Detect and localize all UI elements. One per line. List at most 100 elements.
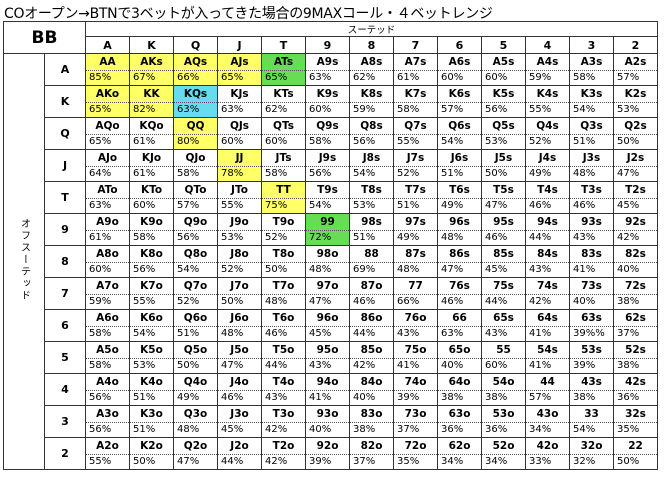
hand-label: A7o — [86, 278, 129, 295]
hand-cell: T7o 48% — [261, 277, 306, 310]
equity-percent: 54% — [353, 168, 376, 179]
hand-label: 84s — [526, 246, 569, 263]
hand-cell: KK 82% — [129, 85, 174, 118]
equity-percent: 48% — [397, 264, 420, 275]
hand-cell: T9o 52% — [261, 213, 306, 246]
equity-percent: 39% — [309, 456, 332, 467]
page-title: COオープン→BTNで3ベットが入ってきた場合の9MAXコール・４ベットレンジ — [4, 6, 493, 22]
equity-percent: 44% — [265, 360, 288, 371]
hand-label: K2s — [614, 86, 657, 103]
hand-label: K4o — [130, 374, 173, 391]
equity-percent: 67% — [130, 71, 173, 85]
hand-cell: 84o 40% — [349, 373, 394, 406]
column-header: 3 — [569, 36, 614, 54]
hand-cell: KQs 63% — [173, 85, 218, 118]
equity-percent: 53% — [133, 360, 156, 371]
hand-cell: Q9o 56% — [173, 213, 218, 246]
hand-cell: A9o 61% — [85, 213, 130, 246]
hand-label: KTo — [130, 182, 173, 199]
equity-percent: 51% — [177, 328, 200, 339]
equity-percent: 43% — [485, 328, 508, 339]
hand-cell: 88 69% — [349, 245, 394, 278]
equity-percent: 58% — [573, 72, 596, 83]
table-row: 2 A2o 55% K2o 50% Q2o 47% J2o 44% T2o 42% 92o 39% 82o… — [4, 437, 658, 470]
hand-cell: 82s 40% — [613, 245, 658, 278]
hand-cell: Q3s 51% — [569, 117, 614, 150]
equity-percent: 50% — [617, 456, 640, 467]
hand-label: A5o — [86, 342, 129, 359]
equity-percent: 60% — [485, 72, 508, 83]
equity-percent: 50% — [177, 360, 200, 371]
hand-label: A3s — [570, 54, 613, 71]
hand-label: 75s — [482, 278, 525, 295]
equity-percent: 50% — [133, 456, 156, 467]
row-header: Q — [44, 117, 86, 150]
row-header: 8 — [44, 245, 86, 278]
equity-percent: 39%% — [573, 328, 605, 339]
hand-cell: 62s 37% — [613, 309, 658, 342]
hand-label: 88 — [350, 246, 393, 263]
hand-label: QJo — [174, 150, 217, 167]
hand-label: KTs — [262, 86, 305, 103]
equity-percent: 63% — [221, 104, 244, 115]
equity-percent: 39% — [397, 392, 420, 403]
equity-percent: 34% — [485, 456, 508, 467]
column-header: Q — [173, 36, 218, 54]
equity-percent: 56% — [89, 392, 112, 403]
hand-label: 32s — [614, 406, 657, 423]
equity-percent: 37% — [397, 424, 420, 435]
equity-percent: 48% — [221, 328, 244, 339]
hand-cell: K2s 53% — [613, 85, 658, 118]
hand-cell: K6o 54% — [129, 309, 174, 342]
hand-cell: J9o 53% — [217, 213, 262, 246]
equity-percent: 54% — [133, 328, 156, 339]
hand-label: K9s — [306, 86, 349, 103]
equity-percent: 41% — [309, 392, 332, 403]
equity-percent: 60% — [441, 72, 464, 83]
hand-label: J9o — [218, 214, 261, 231]
equity-percent: 46% — [265, 328, 288, 339]
hand-cell: J4o 46% — [217, 373, 262, 406]
equity-percent: 80% — [174, 135, 217, 149]
equity-percent: 57% — [441, 104, 464, 115]
hand-label: 65s — [482, 310, 525, 327]
equity-percent: 53% — [485, 136, 508, 147]
hand-cell: K7o 55% — [129, 277, 174, 310]
corner-label: BB — [3, 21, 86, 54]
hand-cell: 99 72% — [305, 213, 350, 246]
equity-percent: 46% — [221, 392, 244, 403]
equity-percent: 61% — [133, 168, 156, 179]
hand-cell: AJs 65% — [217, 53, 262, 86]
hand-cell: 87s 48% — [393, 245, 438, 278]
equity-percent: 40% — [573, 296, 596, 307]
hand-label: Q7o — [174, 278, 217, 295]
hand-label: 54o — [482, 374, 525, 391]
column-header: 6 — [437, 36, 482, 54]
hand-label: Q6s — [438, 118, 481, 135]
equity-percent: 38% — [573, 392, 596, 403]
hand-cell: Q8o 54% — [173, 245, 218, 278]
equity-percent: 38% — [353, 424, 376, 435]
hand-label: 73o — [394, 406, 437, 423]
equity-percent: 58% — [265, 168, 288, 179]
equity-percent: 54% — [573, 424, 596, 435]
hand-cell: A5o 58% — [85, 341, 130, 374]
hand-label: 86o — [350, 310, 393, 327]
hand-cell: 85o 42% — [349, 341, 394, 374]
hand-cell: 94o 41% — [305, 373, 350, 406]
equity-percent: 38% — [617, 360, 640, 371]
column-header: 5 — [481, 36, 526, 54]
hand-label: Q9o — [174, 214, 217, 231]
hand-label: 94o — [306, 374, 349, 391]
hand-label: 76o — [394, 310, 437, 327]
hand-cell: K4s 55% — [525, 85, 570, 118]
hand-cell: ATo 63% — [85, 181, 130, 214]
hand-cell: Q6s 54% — [437, 117, 482, 150]
hand-cell: 75o 41% — [393, 341, 438, 374]
hand-cell: 86s 47% — [437, 245, 482, 278]
hand-label: J4o — [218, 374, 261, 391]
hand-cell: 95s 46% — [481, 213, 526, 246]
equity-percent: 40% — [353, 392, 376, 403]
equity-percent: 42% — [529, 296, 552, 307]
equity-percent: 62% — [353, 72, 376, 83]
